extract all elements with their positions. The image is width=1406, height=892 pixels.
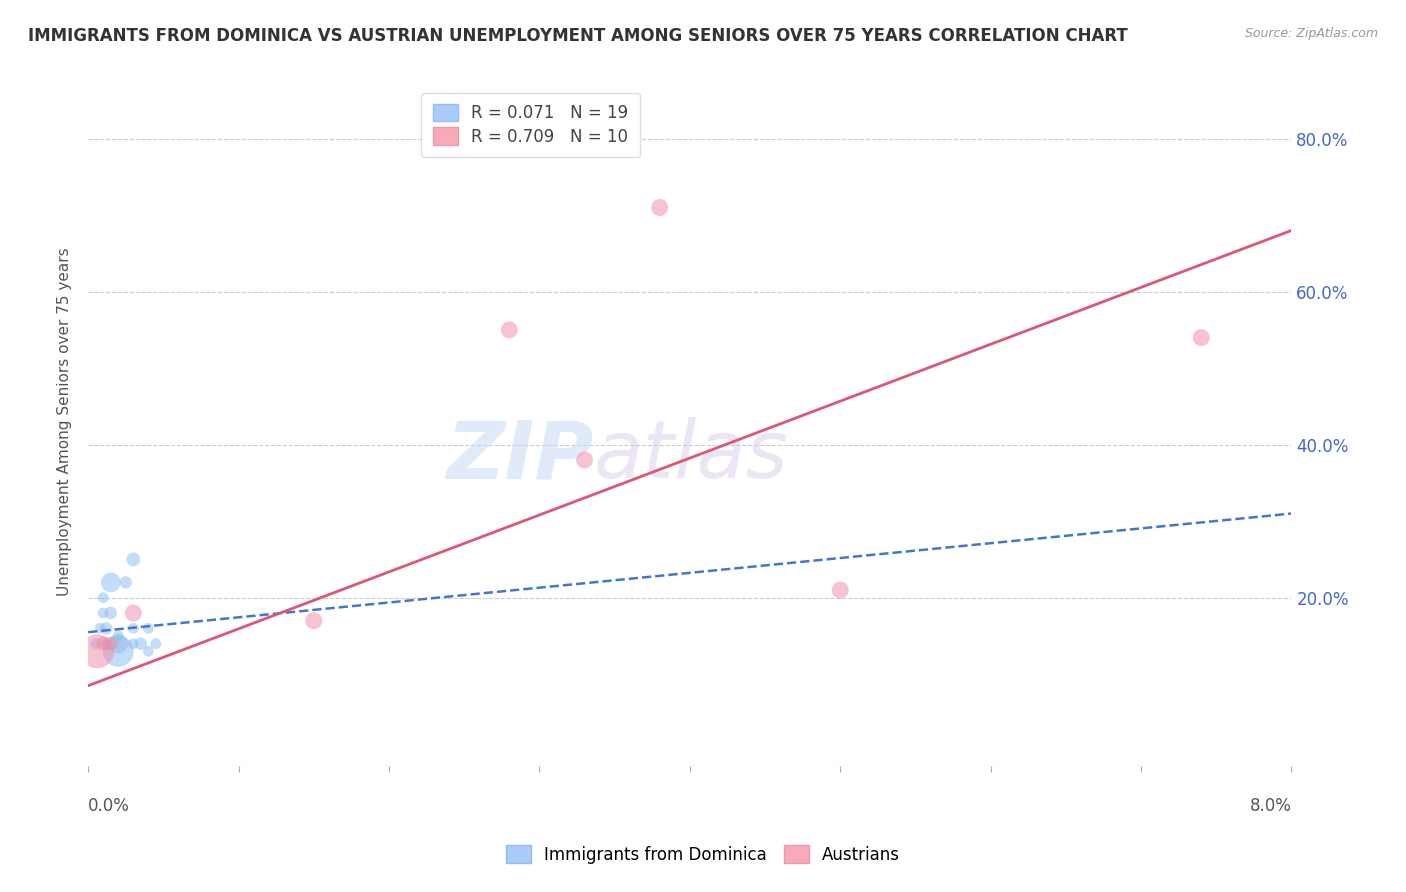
Point [1189, 330, 1212, 344]
Point [107, 644, 129, 658]
Y-axis label: Unemployment Among Seniors over 75 years: Unemployment Among Seniors over 75 years [58, 247, 72, 596]
Text: Source: ZipAtlas.com: Source: ZipAtlas.com [1244, 27, 1378, 40]
Point [145, 637, 167, 651]
Point [574, 453, 596, 467]
Legend: Immigrants from Dominica, Austrians: Immigrants from Dominica, Austrians [499, 838, 907, 871]
Point [648, 201, 671, 215]
Point [84, 637, 107, 651]
Point [122, 552, 145, 566]
Point [122, 621, 145, 635]
Point [96, 637, 118, 651]
Point [86, 644, 108, 658]
Point [114, 575, 136, 590]
Text: 8.0%: 8.0% [1250, 797, 1292, 814]
Point [122, 637, 145, 651]
Point [100, 606, 122, 620]
Point [107, 629, 129, 643]
Point [122, 606, 145, 620]
Text: IMMIGRANTS FROM DOMINICA VS AUSTRIAN UNEMPLOYMENT AMONG SENIORS OVER 75 YEARS CO: IMMIGRANTS FROM DOMINICA VS AUSTRIAN UNE… [28, 27, 1128, 45]
Point [129, 637, 152, 651]
Point [136, 621, 159, 635]
Legend: R = 0.071   N = 19, R = 0.709   N = 10: R = 0.071 N = 19, R = 0.709 N = 10 [422, 93, 640, 157]
Point [830, 583, 852, 598]
Point [91, 591, 114, 605]
Point [498, 323, 520, 337]
Point [107, 637, 129, 651]
Point [100, 575, 122, 590]
Text: atlas: atlas [593, 417, 789, 495]
Text: ZIP: ZIP [446, 417, 593, 495]
Text: 0.0%: 0.0% [89, 797, 129, 814]
Point [302, 614, 325, 628]
Point [91, 637, 114, 651]
Point [136, 644, 159, 658]
Point [96, 621, 118, 635]
Point [100, 637, 122, 651]
Point [91, 606, 114, 620]
Point [89, 621, 111, 635]
